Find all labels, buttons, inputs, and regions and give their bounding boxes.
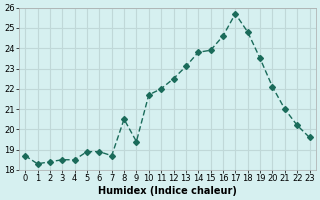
X-axis label: Humidex (Indice chaleur): Humidex (Indice chaleur) — [98, 186, 237, 196]
